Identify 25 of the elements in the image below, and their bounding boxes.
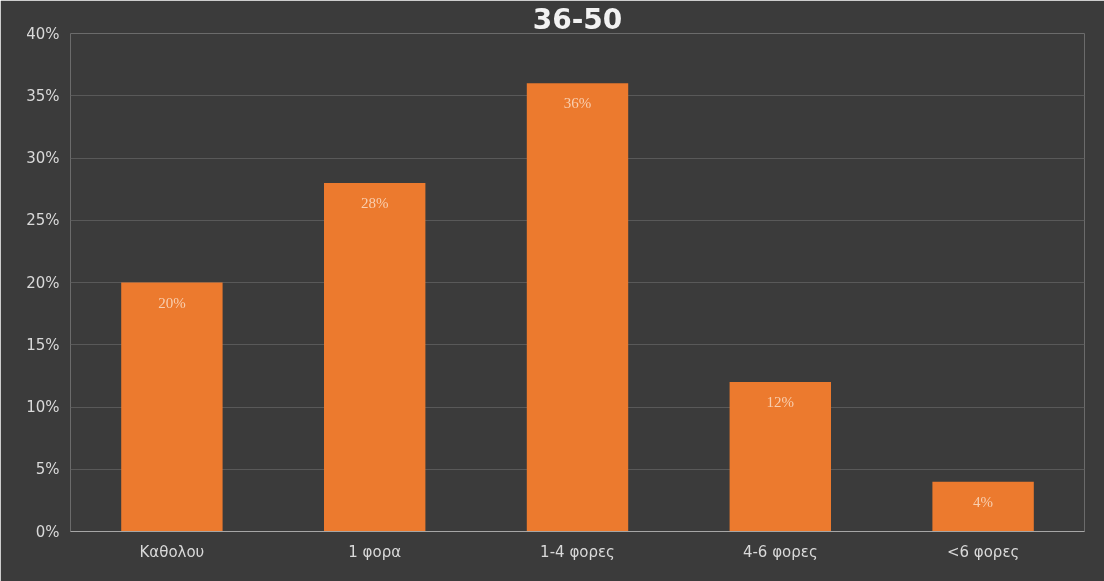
bar (932, 481, 1034, 532)
y-tick-label: 20% (26, 273, 60, 292)
x-tick-label: 4-6 φορες (742, 542, 818, 561)
data-label: 12% (766, 394, 795, 411)
bar (526, 83, 629, 532)
x-tick-label: 1 φορα (348, 542, 402, 561)
y-tick-label: 30% (26, 149, 60, 167)
y-tick-label: 15% (26, 335, 60, 354)
y-tick-label: 25% (26, 211, 60, 230)
data-label: 28% (360, 194, 389, 211)
x-tick-label: <6 φορες (946, 542, 1020, 561)
x-tick-label: 1-4 φορες (540, 542, 615, 561)
y-tick-label: 35% (26, 86, 60, 105)
y-tick-label: 40% (26, 24, 60, 43)
data-label: 20% (158, 294, 186, 311)
data-label: 36% (563, 95, 592, 112)
chart-title: 36-50 (532, 2, 623, 36)
bar (121, 282, 223, 532)
y-tick-label: 5% (35, 460, 60, 479)
x-tick-label: Καθολου (139, 542, 205, 561)
data-label: 4% (973, 493, 994, 510)
y-tick-label: 10% (26, 398, 60, 416)
y-tick-label: 0% (35, 522, 60, 541)
bar (324, 182, 426, 532)
bar (729, 382, 831, 532)
